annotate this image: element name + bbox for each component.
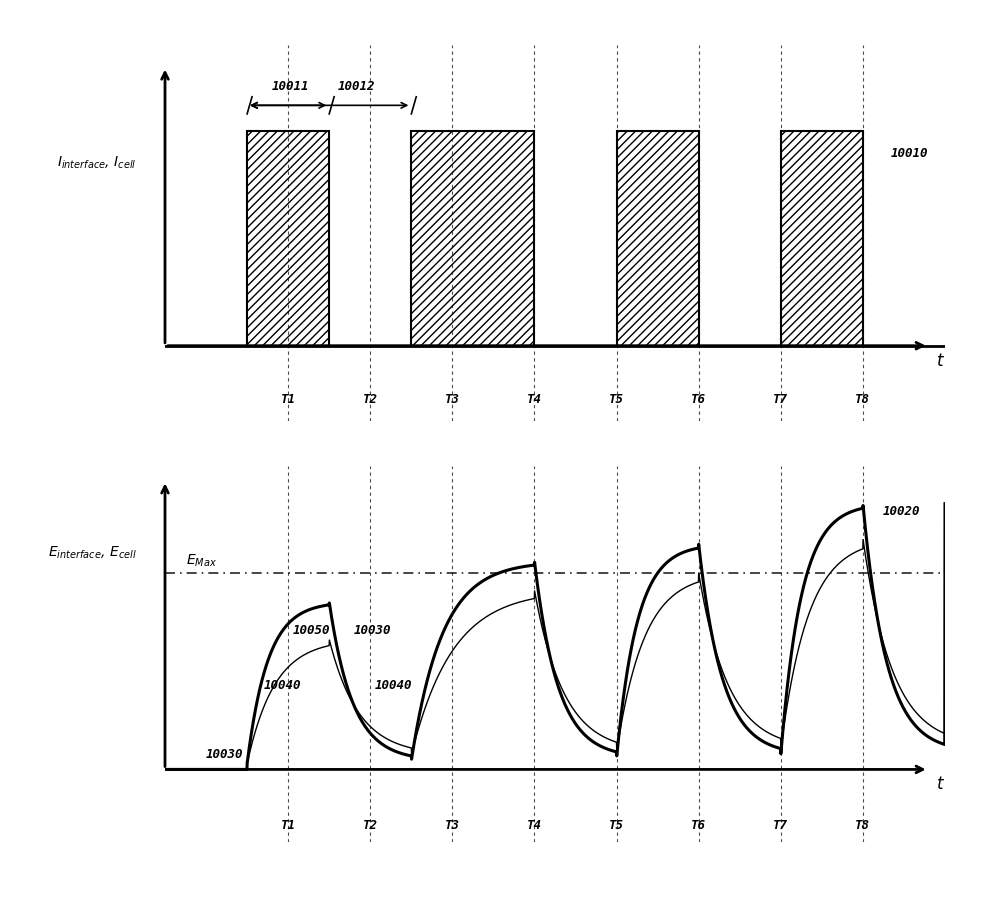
Text: $I_{interface}$, $I_{cell}$: $I_{interface}$, $I_{cell}$ bbox=[57, 155, 136, 171]
Text: 10040: 10040 bbox=[374, 679, 412, 691]
Text: 10010: 10010 bbox=[891, 147, 929, 160]
Text: 10030: 10030 bbox=[206, 748, 244, 761]
Text: T2: T2 bbox=[363, 818, 378, 832]
Text: T2: T2 bbox=[363, 393, 378, 406]
Text: T5: T5 bbox=[609, 818, 624, 832]
Text: T6: T6 bbox=[691, 818, 706, 832]
Text: 10030: 10030 bbox=[354, 624, 391, 636]
Bar bbox=[617, 131, 699, 346]
Text: 10020: 10020 bbox=[883, 505, 920, 519]
Bar bbox=[411, 131, 534, 346]
Bar bbox=[781, 131, 863, 346]
Text: T7: T7 bbox=[773, 818, 788, 832]
Text: 10050: 10050 bbox=[292, 624, 330, 636]
Text: 10012: 10012 bbox=[337, 81, 375, 93]
Text: T4: T4 bbox=[527, 818, 542, 832]
Text: T1: T1 bbox=[281, 818, 296, 832]
Text: t: t bbox=[937, 352, 943, 370]
Text: T8: T8 bbox=[855, 818, 870, 832]
Bar bbox=[247, 131, 329, 346]
Text: T3: T3 bbox=[445, 818, 460, 832]
Text: 10011: 10011 bbox=[272, 81, 309, 93]
Text: T8: T8 bbox=[855, 393, 870, 406]
Text: T1: T1 bbox=[281, 393, 296, 406]
Text: $E_{interface}$, $E_{cell}$: $E_{interface}$, $E_{cell}$ bbox=[48, 545, 136, 561]
Text: T3: T3 bbox=[445, 393, 460, 406]
Text: T6: T6 bbox=[691, 393, 706, 406]
Text: T4: T4 bbox=[527, 393, 542, 406]
Text: t: t bbox=[937, 775, 943, 793]
Text: 10040: 10040 bbox=[264, 679, 301, 691]
Text: $E_{Max}$: $E_{Max}$ bbox=[186, 552, 216, 568]
Text: T7: T7 bbox=[773, 393, 788, 406]
Text: T5: T5 bbox=[609, 393, 624, 406]
